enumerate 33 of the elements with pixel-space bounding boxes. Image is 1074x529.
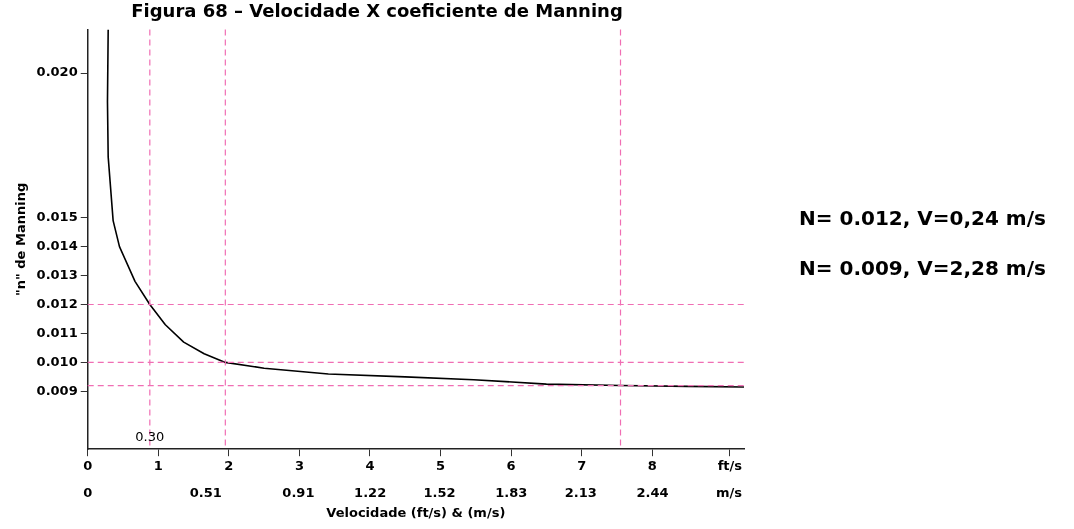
x2-tick-label: 0.91 [282,484,315,500]
y-tick-label: 0.010 [36,353,78,369]
y-tick-label: 0.015 [36,209,78,225]
x-tick-label: 2 [224,458,234,474]
x-tick-label: 8 [647,458,657,474]
x-tick-label: 1 [153,458,163,474]
x-tick-label: 6 [506,458,516,474]
x2-tick-label: 0.51 [189,484,222,500]
y-tick-label: 0.014 [36,238,78,254]
x2-tick-label: 1.83 [495,484,528,500]
y-tick-label: 0.013 [36,266,78,282]
x-tick-label: 5 [436,458,446,474]
x2-tick-label: 1.52 [423,484,456,500]
y-tick-label: 0.011 [36,324,78,340]
x-axis-title: Velocidade (ft/s) & (m/s) [326,504,506,520]
y-tick-label: 0.012 [36,295,78,311]
y-tick-label: 0.020 [36,64,78,80]
chart-title: Figura 68 – Velocidade X coeficiente de Manning [131,0,623,22]
x-tick-label: 3 [294,458,304,474]
x-tick-label: 7 [577,458,587,474]
annotation: 0.30 [135,429,165,444]
y-axis-title: "n" de Manning [13,182,29,297]
text: N= 0.009, V=2,28 m/s [799,256,1046,281]
x2-tick-label: m/s [715,484,743,500]
y-tick-label: 0.009 [36,382,78,398]
x2-tick-label: 2.44 [636,484,669,500]
x2-tick-label: 2.13 [564,484,597,500]
x2-tick-label: 0 [83,484,93,500]
text: N= 0.012, V=0,24 m/s [799,206,1046,231]
x-tick-label: 0 [83,458,93,474]
x-tick-label: ft/s [717,458,743,474]
x2-tick-label: 1.22 [354,484,387,500]
x-tick-label: 4 [365,458,375,474]
